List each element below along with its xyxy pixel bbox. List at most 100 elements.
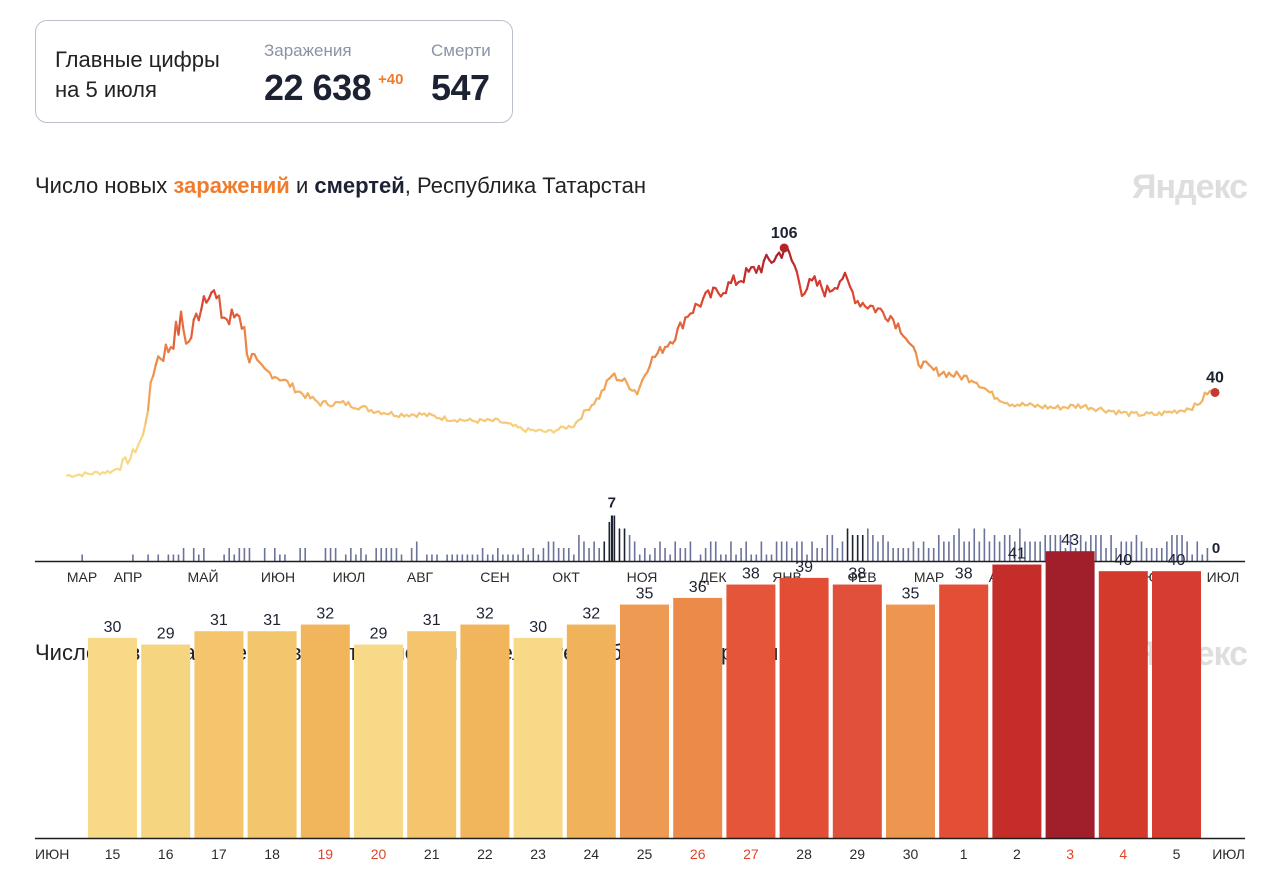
deaths-bar: [238, 548, 241, 561]
deaths-bar: [284, 554, 286, 561]
infections-segment: [212, 289, 218, 300]
day-tick-label: 1: [960, 846, 968, 862]
deaths-bar: [588, 548, 590, 561]
infections-segment: [805, 277, 811, 290]
infections-segment: [691, 302, 697, 315]
deaths-bar: [618, 528, 621, 561]
bar-value-label: 38: [848, 566, 866, 583]
end-month-label: ИЮЛ: [1212, 846, 1245, 862]
infections-segment: [793, 263, 798, 273]
month-tick-label: ИЮЛ: [333, 569, 366, 585]
infections-segment: [1201, 391, 1206, 402]
infections-segment: [732, 274, 738, 286]
infections-value-label: 106: [771, 225, 798, 242]
deaths-bar: [796, 541, 798, 561]
bar: [992, 564, 1042, 838]
deaths-bar: [1029, 541, 1031, 561]
deaths-bar: [471, 554, 474, 561]
infections-point: [779, 243, 789, 253]
chart1-title: Число новых заражений и смертей, Республ…: [35, 173, 646, 199]
day-tick-label: 25: [637, 846, 653, 862]
bar-value-label: 36: [689, 579, 707, 596]
deaths-bar: [1186, 541, 1188, 561]
deaths-bar: [841, 541, 844, 561]
infections-segment: [179, 310, 185, 332]
infections-segment: [742, 267, 748, 284]
infections-segment: [846, 278, 852, 288]
infections-segment: [919, 360, 925, 370]
deaths-bar: [557, 548, 560, 561]
deaths-bar: [740, 548, 742, 561]
deaths-bar: [613, 515, 616, 561]
deaths-bar: [1024, 541, 1026, 561]
deaths-bar: [664, 548, 666, 561]
deaths-bar: [400, 554, 403, 561]
deaths-bar: [659, 541, 661, 561]
infections-segment: [119, 458, 124, 472]
infections-segment: [603, 379, 608, 391]
deaths-bar: [679, 548, 682, 561]
deaths-bar: [623, 528, 626, 561]
bar: [247, 631, 297, 838]
deaths-bar: [638, 554, 641, 561]
deaths-bar: [476, 554, 479, 561]
deaths-bar: [669, 554, 671, 561]
deaths-bar: [603, 541, 606, 561]
deaths-bar: [365, 554, 367, 561]
day-tick-label: 20: [371, 846, 387, 862]
summary-title: Главные цифры на 5 июля: [55, 45, 220, 105]
bar-value-label: 35: [636, 586, 654, 603]
bar-value-label: 29: [157, 626, 175, 643]
deaths-bar: [502, 554, 504, 561]
deaths-bar: [785, 541, 788, 561]
deaths-bar: [542, 548, 545, 561]
infections-segment: [217, 294, 223, 319]
infections-segment: [146, 381, 152, 412]
month-tick-label: МАР: [67, 569, 97, 585]
deaths-bar: [1176, 535, 1178, 561]
deaths-bar: [892, 548, 894, 561]
deaths-bar: [481, 548, 484, 561]
bar-value-label: 31: [423, 612, 441, 629]
infections-segment: [851, 290, 857, 305]
deaths-bar: [1181, 535, 1183, 561]
deaths-bar: [1196, 541, 1199, 561]
deaths-value-label: 0: [1212, 540, 1220, 557]
deaths-bar: [395, 548, 398, 561]
deaths-bar: [948, 541, 950, 561]
infections-segment: [798, 282, 804, 297]
day-tick-label: 21: [424, 846, 440, 862]
month-tick-label: АВГ: [407, 569, 434, 585]
day-tick-label: 5: [1173, 846, 1181, 862]
deaths-bar: [633, 541, 636, 561]
deaths-bar: [770, 554, 773, 561]
infections-segment: [141, 422, 147, 436]
summary-title-line2: на 5 июля: [55, 77, 157, 102]
deaths-bar: [233, 554, 236, 561]
bar: [779, 577, 829, 838]
infections-segment: [646, 364, 651, 374]
deaths-bar: [1059, 535, 1062, 561]
deaths-bar: [1095, 535, 1097, 561]
deaths-bar: [329, 548, 332, 561]
deaths-bar: [147, 554, 149, 561]
infections-segment: [836, 280, 842, 290]
infections-segment: [129, 448, 134, 460]
deaths-bar: [730, 541, 732, 561]
deaths-bar: [375, 548, 377, 561]
deaths-bar: [274, 548, 276, 561]
deaths-bar: [953, 535, 955, 561]
day-tick-label: 16: [158, 846, 174, 862]
deaths-bar: [780, 541, 783, 561]
day-tick-label: 28: [796, 846, 812, 862]
infections-segment: [965, 374, 971, 384]
infections-segment: [248, 352, 254, 364]
deaths-bar: [263, 548, 266, 561]
deaths-bar: [1090, 535, 1092, 561]
deaths-bar: [801, 541, 803, 561]
deaths-bar: [1008, 535, 1011, 561]
deaths-bar: [998, 541, 1001, 561]
deaths-bar: [1049, 535, 1052, 561]
deaths-bar: [1135, 535, 1138, 561]
deaths-bar: [304, 548, 307, 561]
